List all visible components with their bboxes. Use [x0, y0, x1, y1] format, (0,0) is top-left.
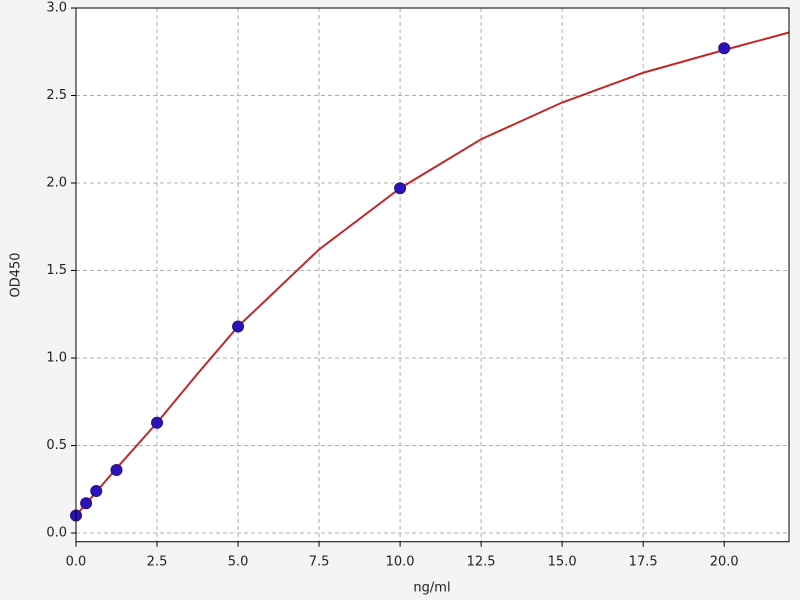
x-tick-label: 0.0 — [66, 554, 87, 569]
x-tick-label: 20.0 — [710, 554, 739, 569]
data-point — [232, 320, 245, 333]
x-tick-label: 12.5 — [467, 554, 496, 569]
y-tick-label: 1.0 — [46, 351, 67, 366]
y-tick-label: 3.0 — [46, 1, 67, 16]
x-tick-label: 7.5 — [309, 554, 330, 569]
data-point — [80, 497, 93, 510]
plot-frame — [75, 7, 790, 543]
x-tick-label: 17.5 — [629, 554, 658, 569]
x-axis-label: ng/ml — [413, 581, 450, 596]
data-point — [718, 42, 731, 55]
x-tick-label: 2.5 — [147, 554, 168, 569]
y-tick-label: 0.0 — [46, 526, 67, 541]
x-tick-label: 15.0 — [548, 554, 577, 569]
y-tick-label: 2.0 — [46, 176, 67, 191]
x-tick-label: 5.0 — [228, 554, 249, 569]
y-tick-label: 0.5 — [46, 438, 67, 453]
y-axis-label: OD450 — [9, 252, 24, 297]
data-point — [394, 182, 407, 195]
y-tick-label: 1.5 — [46, 263, 67, 278]
y-tick-label: 2.5 — [46, 88, 67, 103]
x-tick-label: 10.0 — [386, 554, 415, 569]
fit-curve — [75, 31, 790, 517]
data-point — [90, 485, 103, 497]
data-point — [110, 464, 123, 476]
plot-area — [76, 8, 789, 542]
data-point — [151, 416, 164, 429]
